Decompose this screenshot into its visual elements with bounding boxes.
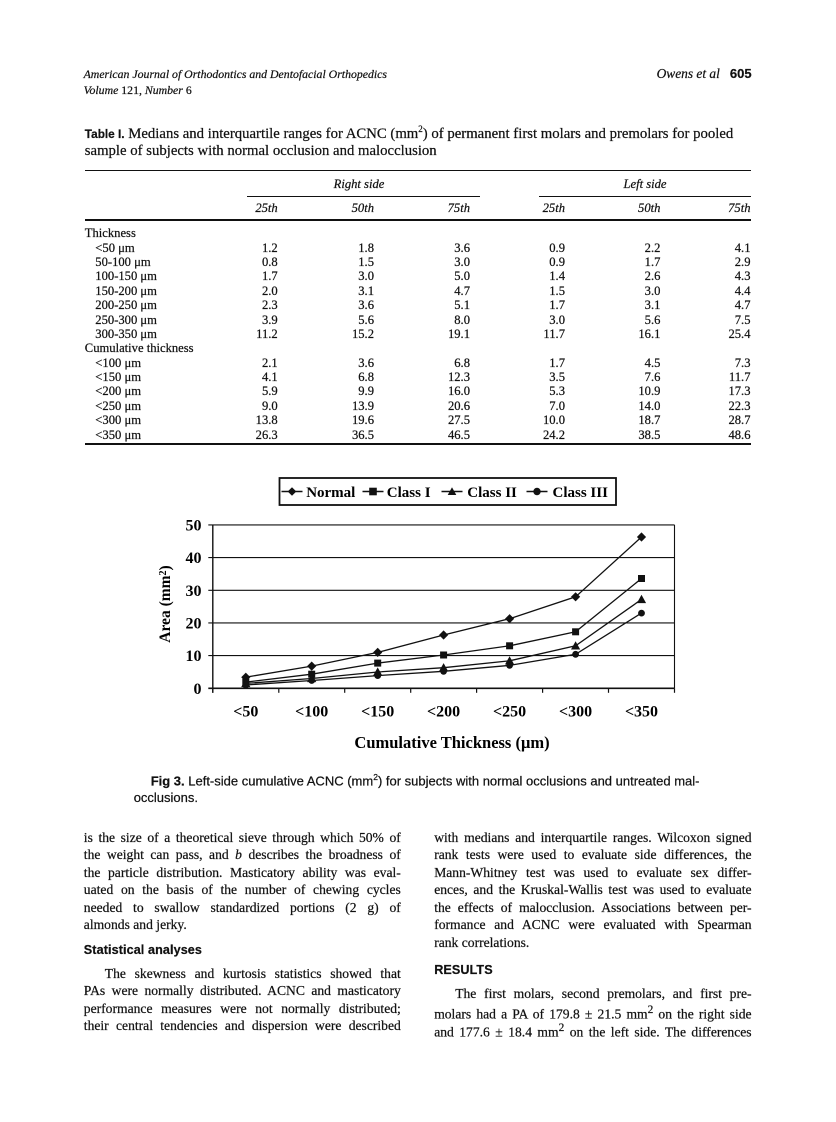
svg-text:<250: <250 bbox=[493, 704, 526, 721]
svg-text:<50: <50 bbox=[233, 704, 258, 721]
svg-text:20: 20 bbox=[186, 615, 202, 632]
svg-text:<350: <350 bbox=[625, 704, 658, 721]
svg-text:30: 30 bbox=[186, 583, 202, 600]
svg-text:<150: <150 bbox=[361, 704, 394, 721]
svg-text:Class II: Class II bbox=[467, 485, 517, 501]
svg-text:<100: <100 bbox=[295, 704, 328, 721]
svg-text:Class III: Class III bbox=[553, 485, 609, 501]
svg-text:50: 50 bbox=[186, 517, 202, 534]
svg-text:0: 0 bbox=[194, 681, 202, 698]
svg-text:Cumulative Thickness (μm): Cumulative Thickness (μm) bbox=[354, 733, 549, 752]
svg-text:Area (mm2): Area (mm2) bbox=[157, 565, 174, 642]
svg-text:10: 10 bbox=[186, 648, 202, 665]
svg-text:Normal: Normal bbox=[306, 485, 355, 501]
svg-text:<300: <300 bbox=[559, 704, 592, 721]
svg-text:<200: <200 bbox=[427, 704, 460, 721]
svg-text:40: 40 bbox=[186, 550, 202, 567]
svg-text:Class I: Class I bbox=[387, 485, 431, 501]
